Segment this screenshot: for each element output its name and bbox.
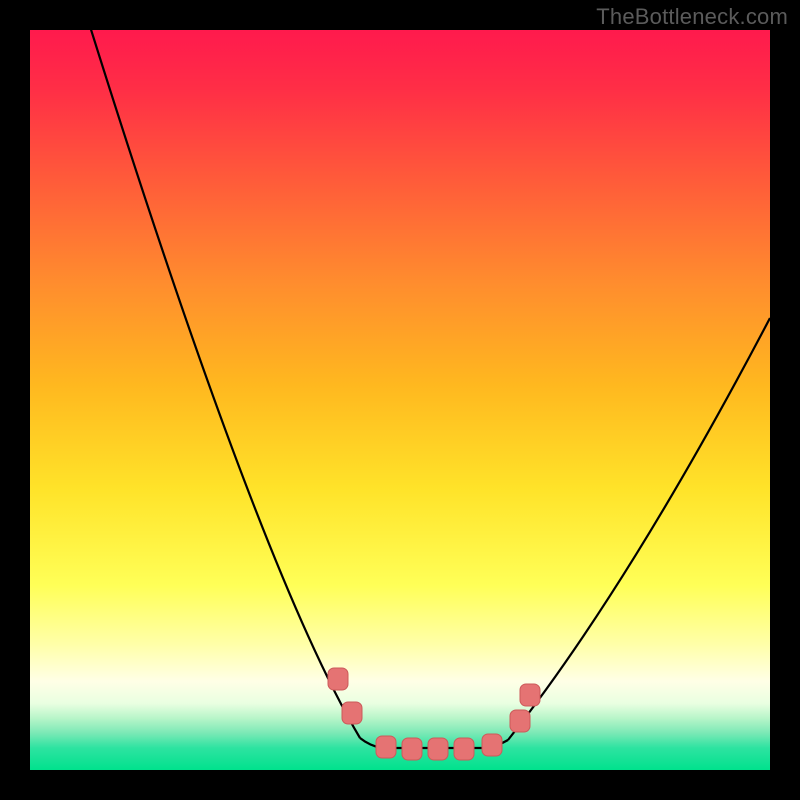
marker-3 bbox=[376, 736, 396, 758]
markers-group bbox=[328, 668, 540, 760]
watermark-text: TheBottleneck.com bbox=[596, 4, 788, 30]
marker-5 bbox=[428, 738, 448, 760]
chart-container: TheBottleneck.com bbox=[0, 0, 800, 800]
curve-right bbox=[508, 318, 770, 740]
marker-6 bbox=[454, 738, 474, 760]
marker-8 bbox=[510, 710, 530, 732]
curve-layer bbox=[30, 30, 770, 770]
curve-left bbox=[88, 30, 360, 738]
marker-4 bbox=[402, 738, 422, 760]
plot-area bbox=[30, 30, 770, 770]
marker-2 bbox=[342, 702, 362, 724]
marker-9 bbox=[520, 684, 540, 706]
marker-1 bbox=[328, 668, 348, 690]
marker-7 bbox=[482, 734, 502, 756]
